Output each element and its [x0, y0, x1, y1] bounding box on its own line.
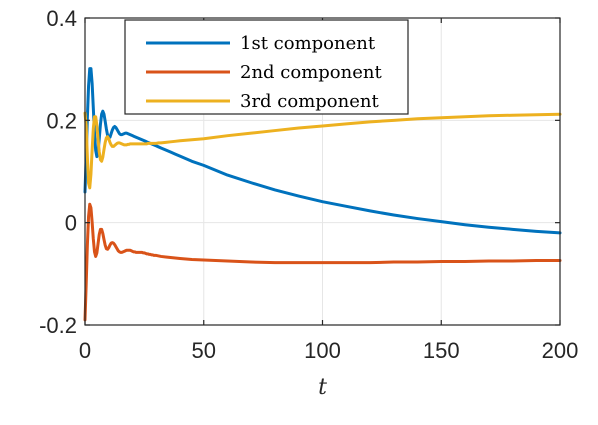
y-tick-label: 0: [65, 211, 77, 236]
y-tick-label: -0.2: [39, 313, 77, 338]
x-tick-label: 200: [542, 338, 579, 363]
x-tick-label: 100: [304, 338, 341, 363]
legend-label-1: 1st component: [240, 33, 376, 54]
legend-label-3: 3rd component: [240, 91, 379, 112]
series-line-1: [83, 67, 562, 235]
series-line-3: [83, 111, 562, 190]
legend: 1st component 2nd component 3rd component: [124, 19, 409, 115]
tick-labels: 0 50 100 150 200-0.200.20.4: [39, 6, 578, 363]
x-tick-label: 50: [192, 338, 216, 363]
x-tick-label: 0: [79, 338, 91, 363]
series-lines: [83, 67, 562, 322]
series-line-2: [83, 202, 562, 322]
axis-ticks: [84, 17, 561, 326]
x-tick-label: 150: [423, 338, 460, 363]
y-tick-label: 0.2: [46, 108, 77, 133]
legend-box: [124, 19, 409, 115]
legend-label-2: 2nd component: [240, 62, 382, 83]
x-axis-label: t: [318, 375, 327, 400]
y-tick-label: 0.4: [46, 6, 77, 31]
